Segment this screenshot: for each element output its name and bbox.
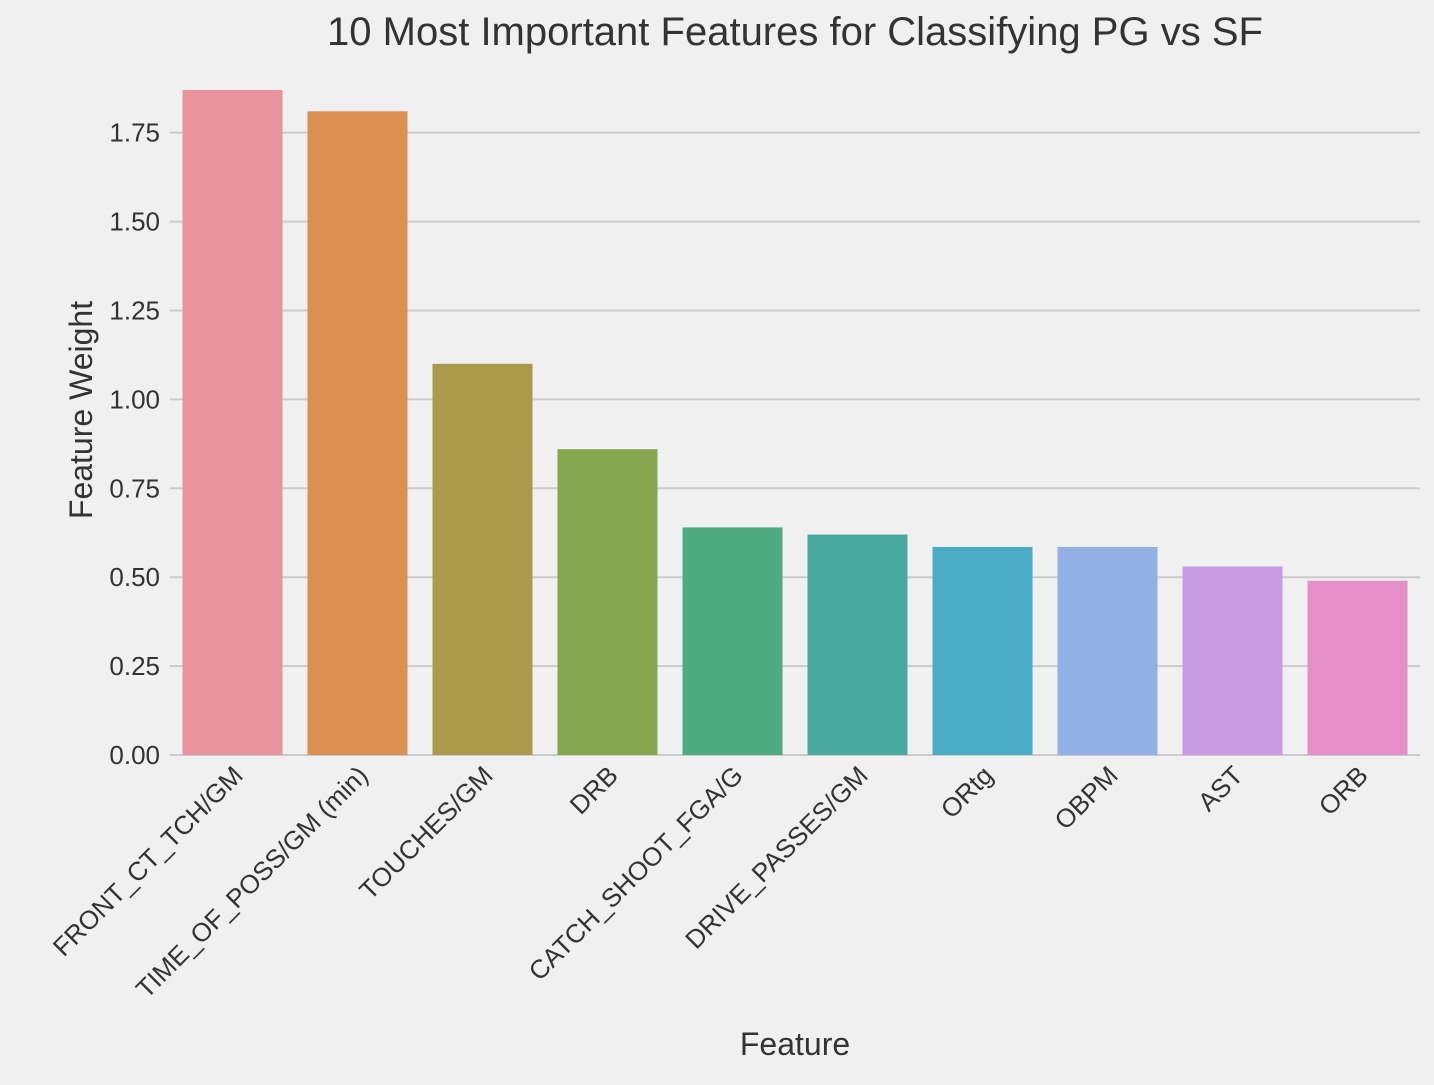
y-tick-label: 1.00 — [109, 384, 160, 414]
y-tick-label: 0.50 — [109, 562, 160, 592]
x-tick-label: CATCH_SHOOT_FGA/G — [523, 760, 749, 986]
y-tick-label: 1.50 — [109, 207, 160, 237]
x-axis-title: Feature — [740, 1026, 850, 1062]
y-tick-label: 0.25 — [109, 651, 160, 681]
x-tick-label: TOUCHES/GM — [353, 760, 498, 905]
bars — [182, 90, 1408, 755]
y-tick-label: 1.75 — [109, 118, 160, 148]
x-tick-label: DRB — [564, 760, 624, 820]
x-tick-label: TIME_OF_POSS/GM (min) — [130, 760, 374, 1004]
bar-0 — [182, 90, 283, 755]
bar-3 — [557, 449, 658, 755]
x-tick-label: ORtg — [935, 760, 999, 824]
y-tick-label: 0.75 — [109, 473, 160, 503]
chart-title: 10 Most Important Features for Classifyi… — [327, 10, 1263, 54]
y-tick-label: 1.25 — [109, 295, 160, 325]
y-tick-label: 0.00 — [109, 740, 160, 770]
bar-7 — [1057, 546, 1158, 755]
bar-1 — [307, 111, 408, 755]
bar-8 — [1182, 566, 1283, 755]
bar-6 — [932, 546, 1033, 755]
bar-2 — [432, 363, 533, 755]
y-axis-title: Feature Weight — [63, 301, 99, 519]
x-tick-label: OBPM — [1048, 760, 1123, 835]
x-tick-label: ORB — [1313, 760, 1374, 821]
y-tick-labels: 0.00 0.25 0.50 0.75 1.00 1.25 1.50 1.75 — [109, 118, 160, 770]
bar-4 — [682, 527, 783, 755]
bar-5 — [807, 534, 908, 755]
bar-9 — [1307, 580, 1408, 755]
x-tick-label: AST — [1192, 760, 1249, 817]
